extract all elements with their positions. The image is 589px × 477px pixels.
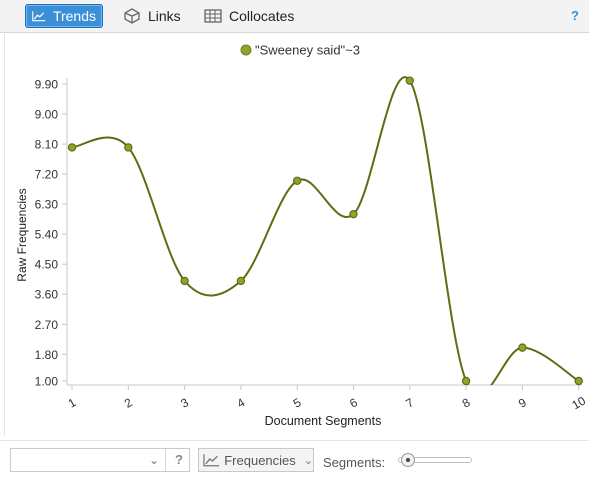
x-tick-label: 1 xyxy=(66,395,79,411)
y-axis: 1.00 1.80 2.70 3.60 4.50 5.40 6.30 7.20 8.10 9.00… xyxy=(35,78,68,389)
data-point[interactable] xyxy=(293,176,302,185)
segments-slider-thumb[interactable] xyxy=(401,453,415,467)
x-tick-label: 4 xyxy=(235,395,248,411)
x-tick-label: 8 xyxy=(460,395,473,411)
table-icon xyxy=(204,9,222,23)
x-axis-label: Document Segments xyxy=(265,414,382,428)
trends-chart: "Sweeney said"~3 1.00 1.80 2.70 3.60 4.50 5.4… xyxy=(15,43,588,429)
legend-label: "Sweeney said"~3 xyxy=(255,43,360,58)
x-axis: 1 2 3 4 5 6 7 8 9 10 xyxy=(66,384,588,412)
y-tick-label: 6.30 xyxy=(35,198,59,212)
data-point[interactable] xyxy=(574,376,583,386)
y-tick-label: 9.90 xyxy=(35,78,59,92)
data-point[interactable] xyxy=(349,209,358,219)
y-tick-label: 3.60 xyxy=(35,288,59,302)
tab-links[interactable]: Links xyxy=(117,4,187,28)
y-tick-label: 4.50 xyxy=(35,258,59,272)
x-tick-label: 6 xyxy=(347,395,360,411)
x-tick-label: 10 xyxy=(569,393,588,412)
search-combo[interactable]: ⌄ ? xyxy=(10,448,190,472)
chevron-down-icon: ⌄ xyxy=(303,454,313,467)
tab-collocates-label: Collocates xyxy=(229,8,295,24)
y-tick-label: 9.00 xyxy=(35,108,59,122)
chevron-down-icon[interactable]: ⌄ xyxy=(148,453,159,467)
x-tick-label: 3 xyxy=(178,395,191,411)
tab-trends[interactable]: Trends xyxy=(25,4,103,28)
tab-collocates[interactable]: Collocates xyxy=(198,4,300,28)
segments-label: Segments: xyxy=(323,455,386,470)
data-point[interactable] xyxy=(405,76,414,85)
data-point[interactable] xyxy=(236,276,246,286)
x-tick-label: 2 xyxy=(122,395,135,411)
chart-panel xyxy=(4,34,589,436)
search-input[interactable] xyxy=(13,451,147,471)
x-tick-label: 7 xyxy=(403,395,416,411)
tab-links-label: Links xyxy=(148,8,181,24)
help-icon[interactable]: ? xyxy=(571,8,579,23)
line-chart-icon xyxy=(203,454,220,467)
bottom-toolbar: ⌄ ? Frequencies ⌄ Segments: xyxy=(0,440,589,477)
series-sweeney-said xyxy=(67,76,583,386)
tab-trends-label: Trends xyxy=(52,8,96,24)
toolbar: Trends Links Collocates ? xyxy=(0,0,589,33)
search-help-icon[interactable]: ? xyxy=(175,452,183,467)
x-tick-label: 9 xyxy=(516,395,529,411)
chart-legend[interactable]: "Sweeney said"~3 xyxy=(240,43,360,58)
data-point[interactable] xyxy=(461,376,471,386)
network-icon xyxy=(124,8,140,24)
segments-slider-track[interactable] xyxy=(398,457,472,463)
data-point[interactable] xyxy=(124,143,133,152)
legend-marker xyxy=(240,44,252,56)
y-tick-label: 8.10 xyxy=(35,138,59,152)
x-tick-label: 5 xyxy=(291,395,304,411)
y-tick-label: 5.40 xyxy=(35,228,59,242)
y-tick-label: 1.00 xyxy=(35,375,59,389)
data-point[interactable] xyxy=(518,343,527,352)
frequencies-button[interactable]: Frequencies ⌄ xyxy=(198,448,314,472)
data-point[interactable] xyxy=(67,143,77,152)
line-chart-icon xyxy=(32,11,46,22)
y-tick-label: 7.20 xyxy=(35,168,59,182)
series-line xyxy=(71,76,580,385)
y-tick-label: 1.80 xyxy=(35,348,59,362)
divider xyxy=(165,449,166,471)
data-point[interactable] xyxy=(180,276,189,286)
y-tick-label: 2.70 xyxy=(35,318,59,332)
y-axis-label: Raw Frequencies xyxy=(15,188,29,281)
frequencies-label: Frequencies xyxy=(224,452,296,468)
